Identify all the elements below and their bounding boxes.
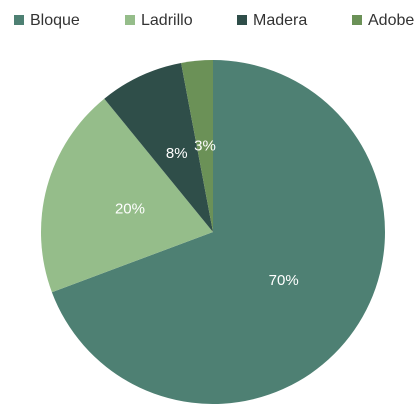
slice-label: 8% xyxy=(166,145,188,162)
legend-text: Bloque xyxy=(30,12,80,29)
legend-swatch xyxy=(14,15,24,25)
legend-swatch xyxy=(125,15,135,25)
slice-label: 20% xyxy=(115,200,145,217)
pie-slice xyxy=(181,60,213,232)
legend-text: Madera xyxy=(253,12,307,29)
legend-text: Adobe xyxy=(368,12,414,29)
slice-label: 70% xyxy=(269,272,299,289)
legend-swatch xyxy=(352,15,362,25)
pie-slice xyxy=(104,62,213,232)
legend-swatch xyxy=(237,15,247,25)
pie-slice xyxy=(51,60,386,404)
pie-slice xyxy=(40,98,213,293)
legend-text: Ladrillo xyxy=(141,12,193,29)
slice-label: 3% xyxy=(194,137,216,154)
